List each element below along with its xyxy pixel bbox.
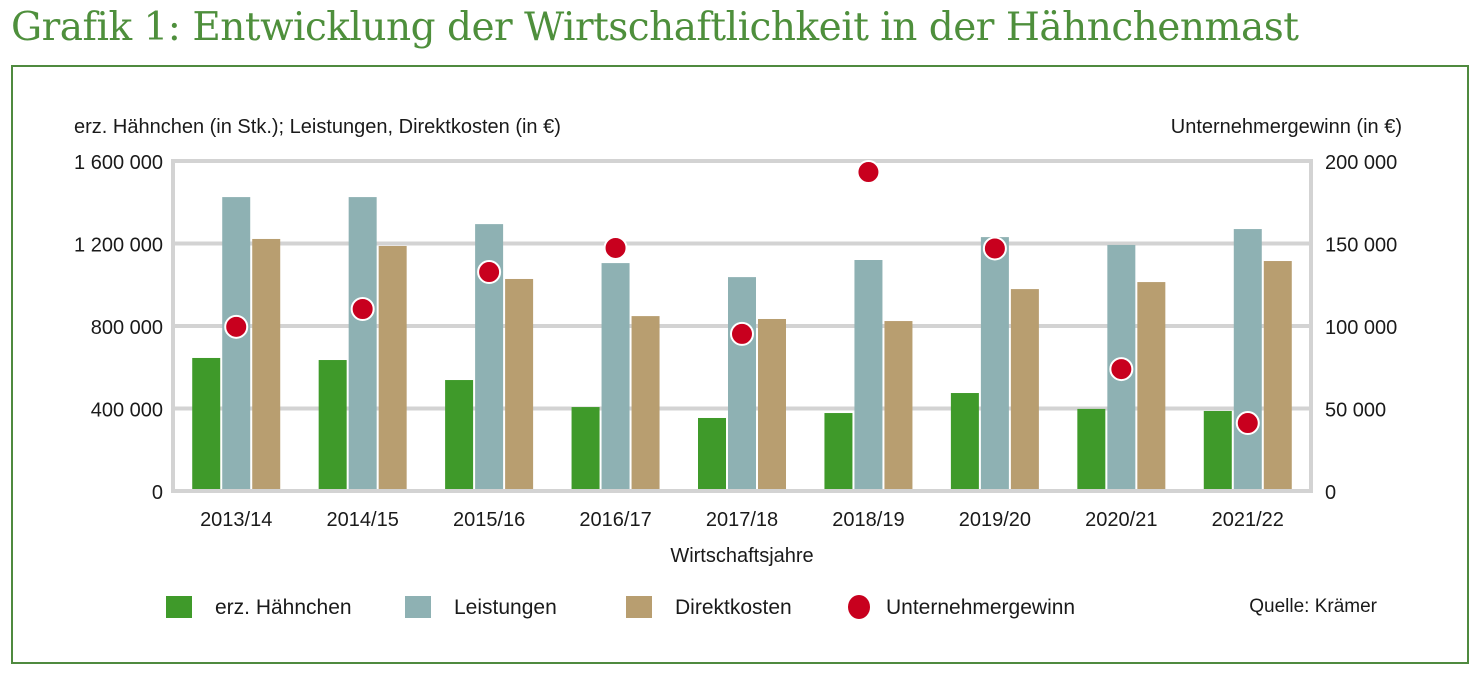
- profit-point: [224, 314, 249, 339]
- x-tick-label: 2020/21: [1085, 509, 1157, 531]
- bar-direktkosten: [1263, 261, 1292, 489]
- y-axis-right-ticks: 0 50 000 100 000 150 000 200 000: [1325, 152, 1397, 504]
- y-left-tick-label: 800 000: [91, 317, 163, 339]
- bar-haehnchen: [192, 357, 221, 489]
- x-tick-label: 2015/16: [453, 509, 525, 531]
- bar-direktkosten: [252, 238, 281, 489]
- profit-point: [856, 160, 881, 185]
- y-left-tick-label: 1 600 000: [74, 152, 163, 174]
- bar-direktkosten: [505, 278, 534, 489]
- bar-direktkosten: [1137, 282, 1166, 489]
- legend-label: Unternehmergewinn: [886, 596, 1075, 619]
- legend-label: erz. Hähnchen: [215, 596, 352, 619]
- x-tick-label: 2018/19: [832, 509, 904, 531]
- bar-direktkosten: [758, 318, 786, 489]
- profit-points: [224, 160, 1260, 436]
- chart-title: Grafik 1: Entwicklung der Wirtschaftlich…: [11, 5, 1299, 50]
- y-left-tick-label: 400 000: [91, 400, 163, 422]
- profit-point: [603, 235, 628, 260]
- x-tick-label: 2013/14: [200, 509, 272, 531]
- x-tick-label: 2021/22: [1212, 509, 1284, 531]
- bar-haehnchen: [445, 380, 474, 489]
- profit-point: [982, 236, 1007, 261]
- bar-haehnchen: [950, 393, 979, 489]
- legend-direktkosten: Direktkosten: [626, 596, 792, 619]
- bar-leistungen: [601, 263, 630, 489]
- bar-haehnchen: [824, 413, 853, 489]
- y-right-tick-label: 200 000: [1325, 152, 1397, 174]
- legend-swatch: [626, 596, 652, 618]
- legend-swatch: [848, 595, 870, 619]
- legend-leistungen: Leistungen: [405, 596, 557, 619]
- legend-haehnchen: erz. Hähnchen: [166, 596, 352, 619]
- y-axis-left-ticks: 0 400 000 800 000 1 200 000 1 600 000: [74, 152, 163, 504]
- y-right-tick-label: 50 000: [1325, 400, 1386, 422]
- bar-leistungen: [1233, 229, 1262, 489]
- bar-direktkosten: [378, 245, 407, 489]
- source-note: Quelle: Krämer: [1249, 596, 1377, 617]
- bars: [192, 197, 1292, 490]
- y-axis-left-label: erz. Hähnchen (in Stk.); Leistungen, Dir…: [74, 116, 561, 138]
- bar-direktkosten: [1010, 289, 1039, 489]
- bar-leistungen: [980, 237, 1009, 489]
- bar-leistungen: [222, 197, 251, 489]
- profit-point: [730, 321, 754, 346]
- y-axis-right-label: Unternehmergewinn (in €): [1171, 116, 1402, 138]
- bar-leistungen: [348, 197, 377, 489]
- bar-direktkosten: [884, 321, 913, 489]
- x-tick-label: 2019/20: [959, 509, 1031, 531]
- legend: erz. Hähnchen Leistungen Direktkosten Unter…: [166, 595, 1075, 619]
- chart-frame: [11, 65, 1469, 664]
- x-tick-label: 2014/15: [327, 509, 399, 531]
- legend-label: Leistungen: [454, 596, 557, 619]
- bar-haehnchen: [318, 360, 347, 489]
- bar-haehnchen: [1077, 408, 1106, 489]
- profit-point: [1235, 411, 1260, 436]
- profit-point: [1109, 357, 1134, 382]
- legend-unternehmergewinn: Unternehmergewinn: [848, 595, 1075, 619]
- y-right-tick-label: 100 000: [1325, 317, 1397, 339]
- profit-point: [477, 260, 502, 285]
- bar-direktkosten: [631, 316, 660, 489]
- y-right-tick-label: 150 000: [1325, 235, 1397, 257]
- x-tick-label: 2017/18: [706, 509, 778, 531]
- y-left-tick-label: 0: [152, 482, 163, 504]
- profit-point: [350, 297, 375, 322]
- legend-swatch: [166, 596, 192, 618]
- x-axis-label: Wirtschaftsjahre: [670, 545, 813, 567]
- bar-haehnchen: [1203, 410, 1232, 489]
- bar-leistungen: [728, 277, 756, 489]
- legend-swatch: [405, 596, 431, 618]
- bar-haehnchen: [571, 407, 600, 489]
- x-axis-ticks: 2013/14 2014/15 2015/16 2016/17 2017/18 2018/…: [200, 509, 1284, 531]
- bar-leistungen: [854, 260, 883, 489]
- x-tick-label: 2016/17: [579, 509, 651, 531]
- legend-label: Direktkosten: [675, 596, 792, 619]
- bar-haehnchen: [698, 417, 726, 489]
- y-left-tick-label: 1 200 000: [74, 235, 163, 257]
- y-right-tick-label: 0: [1325, 482, 1336, 504]
